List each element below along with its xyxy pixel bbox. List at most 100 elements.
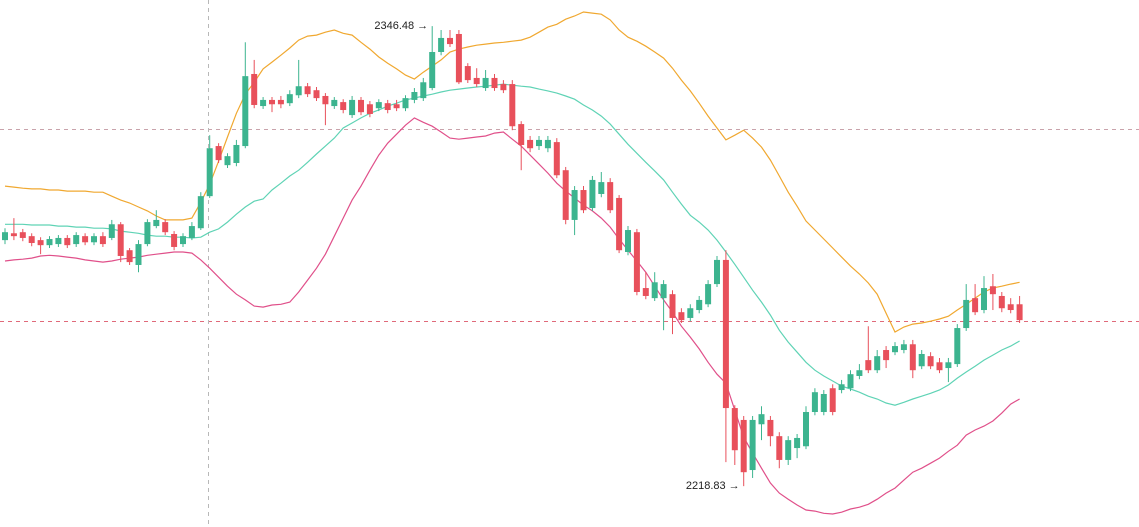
candle-body: [749, 419, 756, 471]
candle-body: [998, 295, 1005, 309]
candle-body: [10, 233, 17, 237]
candle-body: [251, 73, 258, 105]
candle-body: [108, 224, 115, 238]
candle-body: [544, 139, 551, 149]
candle-body: [358, 99, 364, 113]
candle-body: [153, 219, 160, 227]
candle-body: [909, 344, 916, 371]
candle-body: [82, 236, 89, 243]
candle-body: [99, 236, 106, 245]
candle-body: [340, 102, 347, 111]
candle-body: [482, 77, 489, 89]
candle-body: [91, 236, 97, 243]
candle-body: [651, 282, 658, 299]
candle-body: [384, 103, 391, 111]
candle-body: [696, 299, 703, 311]
candle-body: [171, 233, 178, 247]
candle-body: [429, 52, 436, 89]
candle-body: [625, 230, 631, 253]
candle-body: [874, 356, 881, 371]
candle-body: [847, 374, 854, 389]
candle-body: [28, 236, 35, 243]
candle-body: [215, 146, 222, 161]
candle-body: [322, 95, 329, 105]
candle-body: [669, 294, 676, 318]
candle-body: [46, 239, 53, 246]
candle-body: [527, 139, 534, 149]
candle-body: [553, 142, 560, 176]
price-annotation: 2218.83 →: [686, 480, 740, 492]
candle-body: [900, 344, 907, 351]
candle-body: [785, 440, 792, 460]
candle-body: [687, 308, 694, 318]
candle-body: [197, 196, 204, 229]
candle-body: [642, 288, 649, 296]
candle-body: [473, 77, 480, 85]
candle-body: [242, 76, 249, 147]
candle-body: [856, 370, 863, 376]
candle-body: [1007, 304, 1014, 311]
candle-body: [464, 66, 471, 81]
candle-body: [144, 222, 151, 245]
candle-body: [402, 98, 409, 109]
candle-body: [722, 259, 729, 409]
candle-body: [776, 436, 783, 460]
candle-body: [1016, 304, 1023, 321]
candle-body: [349, 99, 356, 116]
candle-body: [518, 124, 525, 145]
candle-body: [455, 33, 462, 83]
candle-body: [963, 299, 970, 329]
candle-body: [162, 222, 169, 233]
candle-body: [865, 360, 872, 371]
candle-body: [927, 356, 934, 367]
candle-body: [794, 437, 801, 449]
candle-body: [883, 350, 890, 361]
candle-body: [295, 86, 302, 96]
candle-body: [188, 226, 195, 238]
candle-body: [972, 298, 979, 313]
candle-body: [829, 388, 836, 413]
candle-body: [447, 37, 453, 45]
candle-body: [375, 102, 382, 109]
candle-body: [536, 139, 542, 147]
candle-body: [989, 286, 996, 295]
candle-body: [589, 179, 596, 209]
candle-body: [740, 419, 747, 473]
candle-body: [233, 144, 240, 163]
candle-body: [411, 92, 418, 100]
candle-body: [571, 190, 578, 220]
candle-body: [117, 224, 124, 256]
candle-body: [277, 99, 284, 105]
candle-body: [126, 250, 133, 263]
candle-body: [64, 237, 71, 246]
candle-body: [714, 259, 720, 285]
candle-body: [509, 84, 516, 127]
candle-body: [705, 284, 712, 305]
candle-body: [811, 392, 818, 413]
candle-body: [945, 362, 952, 369]
candle-body: [616, 197, 623, 251]
candle-body: [954, 328, 961, 365]
candle-body: [660, 284, 667, 299]
candle-body: [260, 99, 267, 107]
candle-body: [2, 232, 8, 241]
candle-body: [500, 84, 507, 91]
candle-body: [393, 104, 400, 109]
candle-body: [820, 393, 827, 413]
candle-body: [633, 232, 640, 293]
band-line: [4, 117, 1020, 515]
candle-body: [803, 412, 809, 447]
candle-body: [180, 236, 186, 245]
candle-body: [918, 353, 925, 367]
candle-body: [580, 190, 587, 211]
candle-body: [19, 232, 26, 238]
candle-body: [313, 90, 320, 99]
candle-body: [286, 94, 293, 104]
candle-body: [936, 362, 943, 371]
candle-body: [55, 237, 62, 245]
candle-body: [562, 170, 569, 220]
candle-body: [892, 346, 898, 353]
candle-body: [269, 99, 275, 105]
